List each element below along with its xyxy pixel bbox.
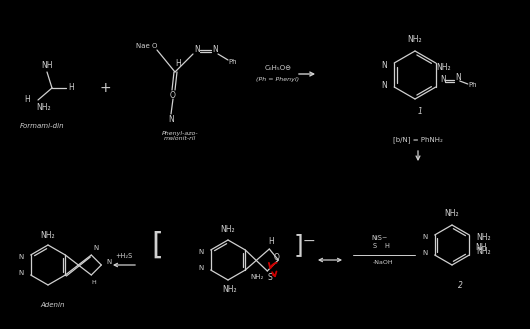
Text: NiS~: NiS~ xyxy=(372,235,388,241)
Text: NH₂: NH₂ xyxy=(408,36,422,44)
Text: H: H xyxy=(68,84,74,92)
Text: ]⁻: ]⁻ xyxy=(294,233,316,257)
Text: [b/N] = PhNH₂: [b/N] = PhNH₂ xyxy=(393,137,443,143)
Text: NH₂: NH₂ xyxy=(476,246,491,256)
Text: N: N xyxy=(94,245,99,251)
Text: [: [ xyxy=(151,231,163,260)
Text: +H₂S: +H₂S xyxy=(116,253,132,259)
Text: N: N xyxy=(168,115,174,124)
Text: N: N xyxy=(19,270,24,276)
Text: NH: NH xyxy=(41,62,53,70)
Text: H: H xyxy=(175,60,181,68)
Text: N: N xyxy=(194,45,200,55)
Text: N: N xyxy=(107,259,112,265)
Text: N: N xyxy=(455,73,461,83)
Text: Phenyl­azo-
malonit­ril: Phenyl­azo- malonit­ril xyxy=(162,131,198,141)
Text: H: H xyxy=(385,243,390,249)
Text: Nae O: Nae O xyxy=(136,43,158,49)
Text: N: N xyxy=(422,234,428,240)
Text: O: O xyxy=(170,91,176,100)
Text: N: N xyxy=(440,75,446,85)
Text: NH₂: NH₂ xyxy=(445,210,460,218)
Text: NH₂: NH₂ xyxy=(476,234,491,242)
Text: H: H xyxy=(91,280,96,285)
Text: NH₂: NH₂ xyxy=(437,63,451,71)
Text: Ph: Ph xyxy=(469,82,477,88)
Text: N: N xyxy=(212,45,218,55)
Text: N: N xyxy=(382,61,387,69)
Text: C₆H₅O⊖: C₆H₅O⊖ xyxy=(264,65,292,71)
Text: Adenin: Adenin xyxy=(41,302,65,308)
Text: +: + xyxy=(99,81,111,95)
Text: O: O xyxy=(273,252,279,262)
Text: NH₂: NH₂ xyxy=(223,286,237,294)
Text: N: N xyxy=(198,265,204,271)
Text: NH₂: NH₂ xyxy=(220,224,235,234)
Text: N: N xyxy=(422,250,428,256)
Text: H: H xyxy=(24,94,30,104)
Text: -NaOH: -NaOH xyxy=(373,261,393,266)
Text: N: N xyxy=(382,81,387,89)
Text: NH₂: NH₂ xyxy=(251,274,264,280)
Text: H: H xyxy=(269,238,274,246)
Text: NH₂: NH₂ xyxy=(41,231,55,240)
Text: Ph: Ph xyxy=(228,59,237,65)
Text: NH₂: NH₂ xyxy=(37,104,51,113)
Text: (Ph = Phenyl): (Ph = Phenyl) xyxy=(257,77,299,82)
Text: N: N xyxy=(19,254,24,260)
Text: NH: NH xyxy=(475,242,487,251)
Text: N: N xyxy=(198,249,204,255)
Text: Formami­din: Formami­din xyxy=(20,123,64,129)
Text: S: S xyxy=(268,273,273,283)
Text: 1: 1 xyxy=(418,108,422,116)
Text: S: S xyxy=(373,243,377,249)
Text: 2: 2 xyxy=(457,281,463,290)
